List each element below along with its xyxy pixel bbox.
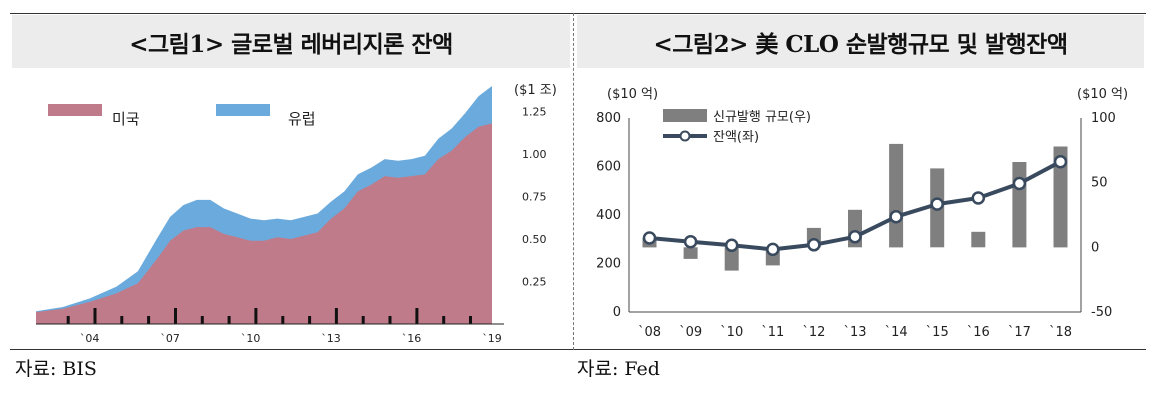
legend-label-us: 미국: [112, 110, 140, 128]
x-tick-label: `19: [482, 332, 502, 345]
figure2-left-unit: ($10 억): [607, 87, 658, 102]
x-marker: [388, 316, 392, 324]
y-tick-label: 1.00: [522, 148, 547, 161]
outstanding-point: [971, 191, 986, 205]
figure1-x-markers: [66, 308, 472, 324]
x-marker: [120, 316, 124, 324]
x-tick-label: `17: [1008, 325, 1031, 340]
figure2-chart: 0 200 400 600 800 -50 0 50 100 `08 `09 `10 `11 `12 `13…: [596, 87, 1128, 340]
panel-divider: [573, 13, 574, 350]
figure1-areas: [36, 86, 492, 325]
figure1-source: 자료: BIS: [15, 358, 97, 380]
legend-label-eu: 유럽: [288, 110, 316, 128]
outstanding-point: [848, 230, 862, 244]
legend-marker-outstanding: [679, 130, 691, 142]
x-tick-label: `13: [321, 332, 341, 345]
right-tick-label: 0: [1091, 240, 1099, 255]
x-marker: [415, 308, 419, 324]
legend-swatch-eu: [216, 104, 270, 116]
figure2-legend: 신규발행 규모(우) 잔액(좌): [663, 109, 811, 145]
issuance-bar: [1053, 146, 1068, 248]
x-tick-label: `13: [843, 325, 866, 340]
outstanding-point: [889, 209, 903, 224]
x-marker: [227, 316, 231, 324]
y-tick-label: 0.75: [522, 191, 547, 204]
x-tick-label: `11: [761, 325, 784, 340]
figure2-tick-labels: 0 200 400 600 800 -50 0 50 100 `08 `09 `10 `11 `12 `13…: [596, 111, 1116, 340]
figure1-title: <그림1> 글로벌 레버리지론 잔액: [12, 15, 570, 68]
x-tick-label: `10: [241, 332, 261, 345]
outstanding-point: [724, 238, 739, 253]
outstanding-point: [1053, 154, 1068, 169]
x-marker: [469, 316, 472, 324]
legend-label-outstanding: 잔액(좌): [713, 130, 759, 145]
x-tick-label: `09: [679, 325, 702, 340]
figure1-unit-label: ($1 조): [514, 83, 557, 98]
issuance-bar: [1012, 162, 1027, 248]
x-marker: [254, 308, 258, 324]
figure1-y-tick-labels: 0.25 0.50 0.75 1.00 1.25: [522, 106, 547, 289]
left-tick-label: 200: [596, 257, 621, 272]
x-tick-label: `18: [1049, 325, 1072, 340]
y-tick-label: 0.25: [522, 276, 547, 289]
outstanding-point: [807, 238, 821, 252]
figure2-axes: [628, 118, 1082, 313]
x-tick-label: `07: [160, 332, 180, 345]
figure2-bars: [642, 143, 1068, 271]
x-marker: [334, 308, 338, 324]
figure1-legend: 미국 유럽: [48, 104, 316, 128]
top-rule: [10, 13, 1146, 14]
issuance-bar: [724, 247, 739, 271]
x-marker: [174, 308, 177, 324]
outstanding-point: [683, 234, 698, 249]
outstanding-point: [642, 231, 657, 245]
x-tick-label: `14: [885, 325, 908, 340]
x-tick-label: `12: [802, 325, 825, 340]
right-tick-label: 50: [1091, 176, 1108, 191]
x-marker: [281, 316, 285, 324]
figure2-right-unit: ($10 억): [1077, 87, 1128, 102]
right-tick-label: 100: [1091, 111, 1116, 126]
x-tick-label: `08: [638, 325, 661, 340]
figure2-source: 자료: Fed: [577, 358, 660, 380]
left-tick-label: 0: [613, 305, 621, 320]
y-tick-label: 1.25: [522, 106, 547, 119]
x-marker: [147, 316, 151, 324]
x-marker: [361, 316, 365, 324]
left-tick-label: 400: [596, 208, 621, 223]
figure2-title: <그림2> 美 CLO 순발행규모 및 발행잔액: [577, 15, 1144, 68]
x-tick-label: `10: [720, 325, 743, 340]
x-tick-label: `16: [967, 325, 990, 340]
figure1-chart: `04 `07 `10 `13 `16 `19 0.250.500.751.001.25 …: [36, 83, 557, 345]
area-us: [36, 123, 492, 325]
figure2-line: [642, 154, 1068, 257]
x-tick-label: `04: [80, 332, 100, 345]
outstanding-point: [766, 242, 780, 257]
outstanding-point: [930, 197, 944, 211]
issuance-bar: [971, 231, 986, 248]
legend-label-issuance: 신규발행 규모(우): [713, 109, 811, 125]
x-marker: [442, 316, 446, 324]
issuance-bar: [889, 143, 904, 248]
issuance-bar: [683, 247, 698, 259]
left-tick-label: 600: [596, 160, 621, 175]
left-tick-label: 800: [596, 111, 621, 126]
legend-swatch-us: [48, 104, 102, 116]
right-tick-label: -50: [1091, 305, 1112, 320]
x-marker: [200, 316, 204, 324]
y-tick-label: 0.50: [522, 233, 547, 246]
figure1-x-tick-labels: `04 `07 `10 `13 `16 `19: [80, 332, 502, 345]
x-marker: [93, 308, 97, 324]
x-tick-label: `16: [402, 332, 422, 345]
x-tick-label: `15: [926, 325, 949, 340]
outstanding-point: [1012, 176, 1027, 191]
legend-swatch-issuance: [663, 109, 707, 122]
x-marker: [66, 316, 70, 324]
x-marker: [308, 316, 312, 324]
bottom-rule: [10, 349, 1146, 350]
